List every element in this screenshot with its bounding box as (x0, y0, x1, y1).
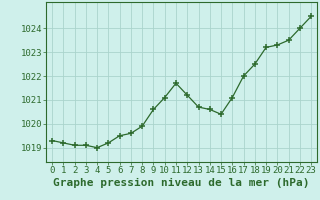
X-axis label: Graphe pression niveau de la mer (hPa): Graphe pression niveau de la mer (hPa) (53, 178, 310, 188)
